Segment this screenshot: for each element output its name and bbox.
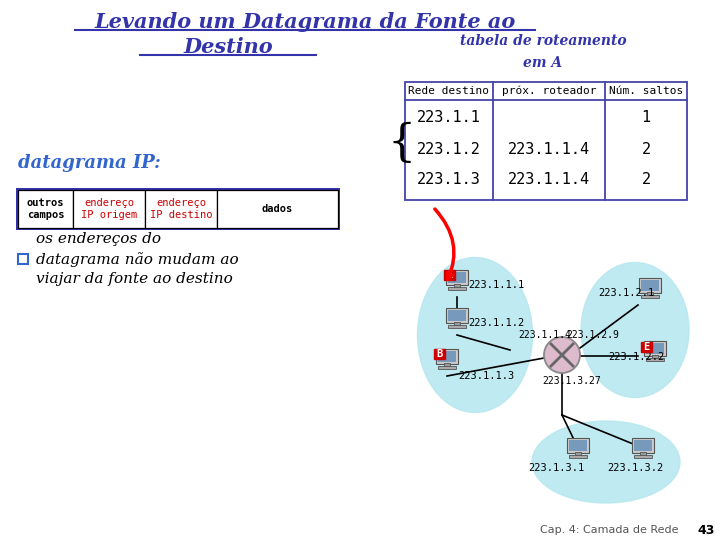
- Text: 223.1.3.2: 223.1.3.2: [607, 463, 663, 473]
- Text: Núm. saltos: Núm. saltos: [609, 86, 683, 96]
- Text: Cap. 4: Camada de Rede: Cap. 4: Camada de Rede: [540, 525, 678, 535]
- Bar: [446, 270, 468, 285]
- Text: E: E: [644, 342, 649, 352]
- Bar: [444, 270, 455, 280]
- Text: 223.1.2.1: 223.1.2.1: [598, 288, 654, 298]
- Bar: [640, 452, 646, 455]
- Bar: [18, 254, 28, 264]
- Text: 223.1.3.27: 223.1.3.27: [542, 376, 600, 386]
- Bar: [454, 322, 460, 325]
- Bar: [454, 284, 460, 287]
- Text: 2: 2: [642, 141, 651, 157]
- Bar: [641, 342, 652, 352]
- Text: 1: 1: [642, 111, 651, 125]
- Text: 223.1.1: 223.1.1: [417, 111, 481, 125]
- Ellipse shape: [418, 258, 533, 413]
- Bar: [652, 355, 658, 358]
- Bar: [647, 292, 653, 295]
- Text: próx. roteador: próx. roteador: [502, 86, 596, 96]
- Bar: [646, 343, 664, 354]
- Bar: [18, 190, 73, 228]
- Bar: [641, 295, 659, 298]
- Ellipse shape: [532, 421, 680, 503]
- Text: 223.1.2.9: 223.1.2.9: [566, 330, 619, 340]
- Text: Destino: Destino: [183, 37, 273, 57]
- Bar: [444, 363, 450, 366]
- Text: endereço
IP destino: endereço IP destino: [150, 198, 212, 220]
- Text: 223.1.2.2: 223.1.2.2: [608, 352, 665, 362]
- Bar: [569, 455, 587, 458]
- Bar: [434, 349, 445, 359]
- Text: outros
campos: outros campos: [27, 198, 64, 220]
- Text: 43: 43: [697, 523, 714, 537]
- Text: 223.1.1.4: 223.1.1.4: [508, 141, 590, 157]
- Bar: [438, 366, 456, 369]
- Bar: [646, 358, 664, 361]
- Bar: [567, 438, 589, 453]
- Bar: [634, 455, 652, 458]
- Bar: [448, 310, 466, 321]
- Bar: [634, 440, 652, 451]
- Text: 2: 2: [642, 172, 651, 186]
- Text: {: {: [388, 122, 416, 165]
- Bar: [448, 325, 466, 328]
- Bar: [569, 440, 587, 451]
- Bar: [644, 341, 666, 356]
- Bar: [73, 190, 145, 228]
- Text: 223.1.1.4: 223.1.1.4: [518, 330, 571, 340]
- Bar: [641, 280, 659, 291]
- Bar: [217, 190, 338, 228]
- Bar: [446, 308, 468, 323]
- Text: 223.1.3: 223.1.3: [417, 172, 481, 186]
- Text: endereço
IP origem: endereço IP origem: [81, 198, 137, 220]
- Text: 223.1.2: 223.1.2: [417, 141, 481, 157]
- Bar: [405, 82, 687, 200]
- Bar: [438, 351, 456, 362]
- Text: 223.1.3.1: 223.1.3.1: [528, 463, 584, 473]
- Bar: [16, 188, 340, 230]
- Text: Rede destino: Rede destino: [408, 86, 490, 96]
- Bar: [639, 278, 661, 293]
- Text: tabela de roteamento
em A: tabela de roteamento em A: [459, 34, 626, 70]
- Ellipse shape: [581, 262, 689, 397]
- Text: dados: dados: [262, 204, 293, 214]
- Bar: [448, 272, 466, 283]
- Text: A: A: [446, 270, 453, 280]
- Text: os endereços do
datagrama não mudam ao
viajar da fonte ao destino: os endereços do datagrama não mudam ao v…: [36, 232, 238, 286]
- Text: Levando um Datagrama da Fonte ao: Levando um Datagrama da Fonte ao: [94, 12, 516, 32]
- Bar: [632, 438, 654, 453]
- Circle shape: [544, 337, 580, 373]
- Text: B: B: [436, 349, 443, 359]
- Text: 223.1.1.3: 223.1.1.3: [458, 371, 514, 381]
- Bar: [436, 349, 458, 364]
- Text: datagrama IP:: datagrama IP:: [18, 154, 161, 172]
- Text: 223.1.1.1: 223.1.1.1: [468, 280, 524, 290]
- Bar: [448, 287, 466, 290]
- Bar: [145, 190, 217, 228]
- Text: 223.1.1.2: 223.1.1.2: [468, 318, 524, 328]
- Text: 223.1.1.4: 223.1.1.4: [508, 172, 590, 186]
- Bar: [575, 452, 581, 455]
